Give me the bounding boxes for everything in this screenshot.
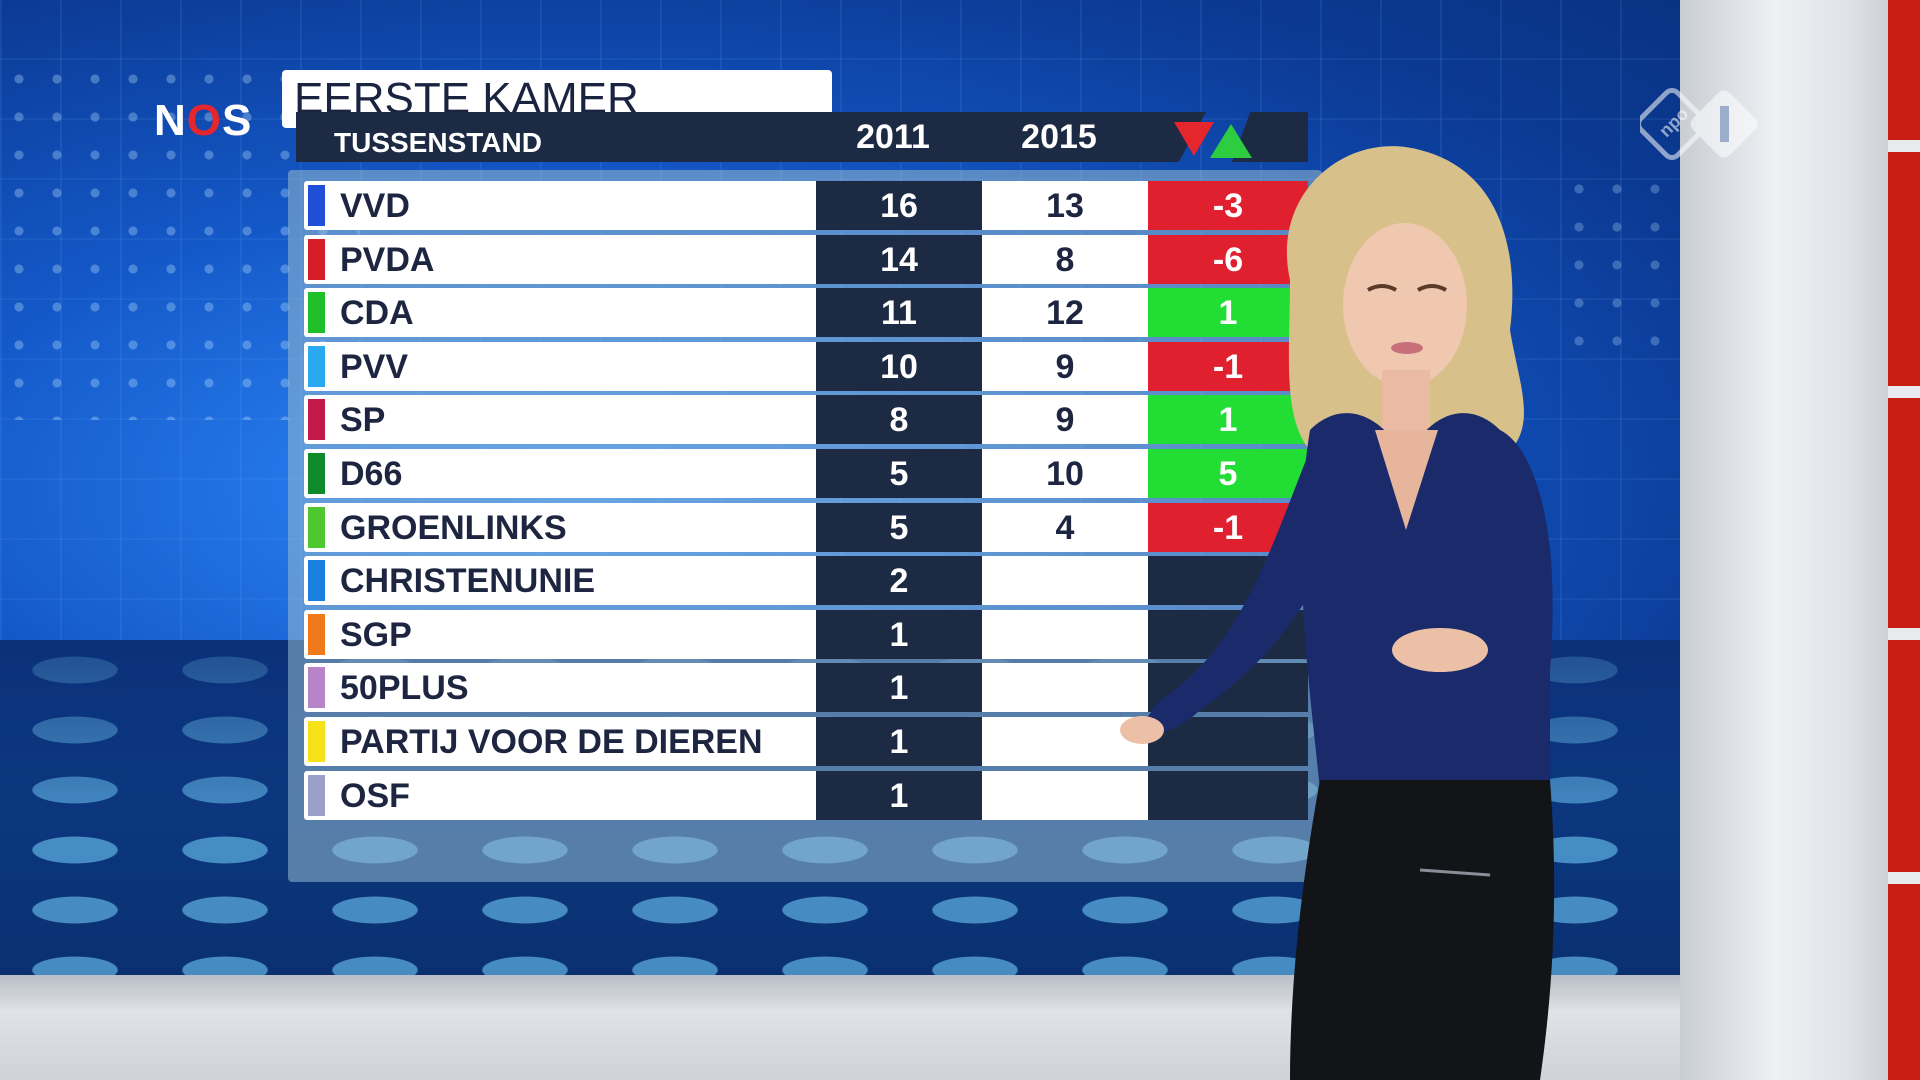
party-name: CDA — [340, 294, 414, 333]
party-name-cell: SGP — [304, 609, 816, 659]
header-bar — [296, 112, 1206, 162]
seats-2015 — [982, 716, 1148, 766]
party-row: PVV 10 9 -1 — [304, 341, 1308, 391]
seats-2015 — [982, 770, 1148, 820]
party-color-swatch — [308, 345, 325, 387]
seats-2015 — [982, 663, 1148, 713]
seats-2011: 5 — [816, 502, 982, 552]
party-color-swatch — [308, 720, 325, 762]
seats-2011: 2 — [816, 556, 982, 606]
party-name-cell: OSF — [304, 770, 816, 820]
seats-2011: 1 — [816, 770, 982, 820]
party-row: CDA 11 12 1 — [304, 288, 1308, 338]
party-color-swatch — [308, 667, 325, 709]
party-name: VVD — [340, 187, 410, 225]
seats-2011: 10 — [816, 341, 982, 391]
party-name: PARTIJ VOOR DE DIEREN — [340, 722, 763, 761]
seat-change: -1 — [1148, 341, 1308, 391]
seats-2015: 13 — [982, 181, 1148, 230]
seats-2015 — [982, 556, 1148, 606]
board-subtitle: TUSSENSTAND — [334, 127, 542, 158]
seats-2015: 4 — [982, 502, 1148, 552]
party-name-cell: PARTIJ VOOR DE DIEREN — [304, 716, 816, 766]
party-row: OSF 1 — [304, 770, 1308, 820]
party-name: D66 — [340, 454, 403, 493]
seats-2015 — [982, 609, 1148, 659]
seat-change: 1 — [1148, 288, 1308, 338]
seat-change: -6 — [1148, 234, 1308, 284]
party-row: SP 8 9 1 — [304, 395, 1308, 445]
party-name: OSF — [340, 776, 410, 815]
seat-change — [1148, 770, 1308, 820]
red-wall-panel — [1888, 0, 1920, 1080]
party-name: SGP — [340, 615, 412, 654]
party-name: SP — [340, 401, 386, 440]
results-table: VVD 16 13 -3 PVDA 14 8 -6 CDA 11 12 1 PV… — [304, 181, 1308, 824]
party-name-cell: CDA — [304, 288, 816, 338]
party-color-swatch — [308, 185, 325, 226]
party-color-swatch — [308, 238, 325, 280]
party-color-swatch — [308, 506, 325, 548]
party-name-cell: 50PLUS — [304, 663, 816, 713]
seats-2011: 1 — [816, 663, 982, 713]
column-header-2015: 2015 — [1021, 118, 1097, 156]
party-row: PVDA 14 8 -6 — [304, 234, 1308, 284]
seats-2015: 9 — [982, 341, 1148, 391]
column-header-2011: 2011 — [856, 118, 930, 156]
svg-text:npo: npo — [1655, 103, 1692, 140]
seats-2015: 9 — [982, 395, 1148, 445]
npo1-logo: npo — [1640, 88, 1758, 160]
party-name: PVDA — [340, 240, 435, 279]
party-name-cell: D66 — [304, 448, 816, 498]
nos-logo: NOS — [154, 96, 253, 145]
party-name: CHRISTENUNIE — [340, 562, 596, 601]
party-name-cell: PVDA — [304, 234, 816, 284]
seat-change: -3 — [1148, 181, 1308, 230]
seats-2011: 16 — [816, 181, 982, 230]
up-triangle-icon — [1210, 124, 1252, 158]
seats-2015: 10 — [982, 448, 1148, 498]
seats-2011: 11 — [816, 288, 982, 338]
seats-2015: 12 — [982, 288, 1148, 338]
party-name-cell: PVV — [304, 341, 816, 391]
party-name: 50PLUS — [340, 669, 469, 708]
party-row: PARTIJ VOOR DE DIEREN 1 — [304, 716, 1308, 766]
seat-change: 1 — [1148, 395, 1308, 445]
seats-2011: 5 — [816, 448, 982, 498]
party-name: PVV — [340, 347, 409, 386]
party-color-swatch — [308, 560, 325, 602]
party-row: D66 5 10 5 — [304, 448, 1308, 498]
party-color-swatch — [308, 292, 325, 334]
party-row: VVD 16 13 -3 — [304, 181, 1308, 230]
down-triangle-icon — [1174, 122, 1214, 156]
seats-2015: 8 — [982, 234, 1148, 284]
seats-2011: 14 — [816, 234, 982, 284]
party-name-cell: CHRISTENUNIE — [304, 556, 816, 606]
presenter — [1120, 146, 1555, 1080]
seats-2011: 8 — [816, 395, 982, 445]
party-color-swatch — [308, 452, 325, 494]
party-color-swatch — [308, 399, 325, 441]
party-color-swatch — [308, 613, 325, 655]
screen-frame — [1680, 0, 1920, 1080]
seats-2011: 1 — [816, 609, 982, 659]
party-name-cell: VVD — [304, 181, 816, 230]
party-name-cell: GROENLINKS — [304, 502, 816, 552]
party-color-swatch — [308, 774, 325, 816]
seat-change: 5 — [1148, 448, 1308, 498]
party-name-cell: SP — [304, 395, 816, 445]
party-name: GROENLINKS — [340, 508, 567, 547]
seats-2011: 1 — [816, 716, 982, 766]
studio-floor-edge — [0, 975, 1920, 1080]
backdrop-dots-right — [1560, 170, 1680, 370]
